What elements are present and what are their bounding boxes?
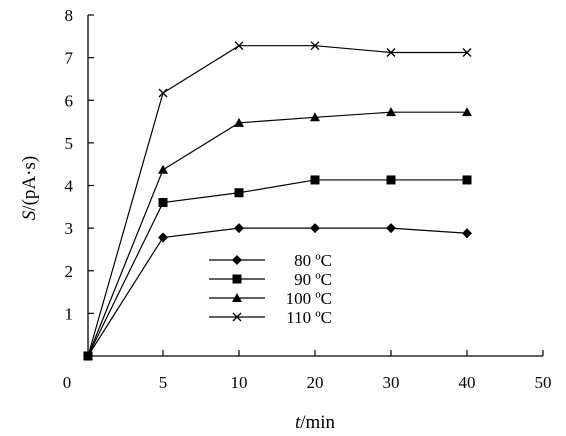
y-tick-label: 8 [65,6,74,25]
data-point-x [386,48,396,57]
data-point-square [386,175,396,185]
x-tick-label: 30 [383,373,400,392]
data-point-diamond [462,228,472,239]
x-tick-label: 20 [307,373,324,392]
data-point-triangle [462,107,472,117]
data-point-square [310,175,320,185]
y-axis-ticks: 1 2 3 4 5 6 7 8 [65,6,94,323]
y-tick-label: 7 [65,49,74,68]
series-line-triangle [87,111,467,357]
data-point-x [462,48,472,57]
data-point-square [462,175,472,185]
x-axis-label-unit: /min [300,412,335,433]
y-tick-label: 4 [65,177,74,196]
x-tick-label: 10 [231,373,248,392]
data-point-triangle [310,112,320,122]
series-line-square [87,179,467,357]
x-axis-label-variable: t [295,412,301,433]
data-point-triangle [386,107,396,117]
y-tick-label: 6 [65,91,74,110]
x-tick-label: 40 [459,373,476,392]
series-group [83,41,472,361]
y-axis-label-unit: /(pA·s) [19,156,40,211]
data-point-triangle [234,117,244,127]
y-tick-label: 1 [65,304,74,323]
data-point-triangle [158,164,168,174]
data-point-diamond [310,223,320,234]
legend-marker-triangle [232,293,242,302]
x-tick-label: 5 [159,373,168,392]
y-tick-label: 2 [65,262,74,281]
legend-label: 110 ºC [286,308,332,327]
y-axis-label-variable: S [19,210,40,220]
x-axis-ticks: 0 5 10 20 30 40 50 [63,350,552,392]
x-tick-label: 0 [63,373,72,392]
legend-label: 80 ºC [294,251,332,270]
x-axis-label: t/min [295,412,336,433]
data-point-x [310,41,320,51]
legend-label: 100 ºC [286,289,332,308]
legend-marker-x [232,312,242,322]
data-point-diamond [386,223,396,234]
y-axis-label: S/(pA·s) [19,156,40,220]
legend-marker-square [232,274,242,284]
series-line-x [87,45,467,357]
legend-marker-diamond [232,255,242,265]
series-line-diamond [87,227,468,357]
data-point-diamond [158,232,168,243]
y-tick-label: 5 [65,134,74,153]
data-point-x [83,351,93,361]
data-point-square [158,198,168,208]
data-point-x [158,88,168,98]
data-point-diamond [234,223,244,234]
data-point-square [234,188,244,198]
x-tick-label: 50 [535,373,552,392]
data-point-x [234,41,244,51]
legend-label: 90 ºC [294,270,332,289]
y-tick-label: 3 [65,219,74,238]
